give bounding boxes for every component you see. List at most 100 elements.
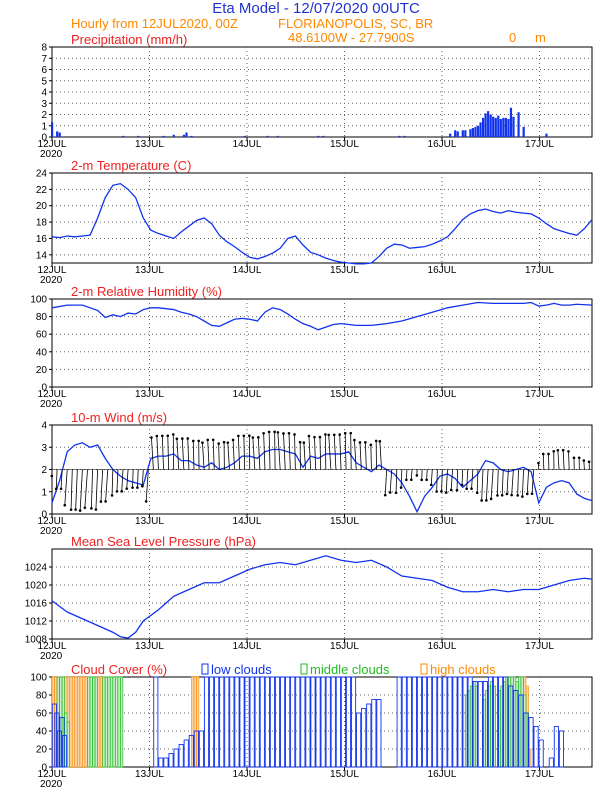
wind-arrow: [132, 469, 134, 488]
x-tick-label: 15JUL: [330, 139, 359, 150]
y-tick-label: 1016: [25, 599, 48, 610]
y-tick-label: 0: [41, 133, 47, 144]
mid-cloud-bar: [520, 676, 524, 768]
mid-cloud-bar: [467, 690, 471, 768]
high-cloud-bar: [61, 676, 65, 768]
low-cloud-bar: [198, 730, 204, 768]
high-cloud-bar: [82, 676, 86, 768]
low-cloud-bar: [310, 676, 316, 768]
y-tick-label: 40: [36, 347, 48, 358]
high-cloud-bar: [56, 676, 60, 768]
low-cloud-bar: [269, 676, 275, 768]
low-cloud-bar: [427, 676, 433, 768]
low-cloud-bar: [325, 676, 331, 768]
wind-arrowhead: [115, 490, 119, 493]
x-tick-label: 15JUL: [330, 641, 359, 652]
legend-label: middle clouds: [310, 662, 390, 677]
y-tick-label: 2: [41, 110, 47, 121]
low-cloud-bar: [305, 676, 311, 768]
low-cloud-bar: [467, 676, 473, 768]
low-cloud-bar: [437, 676, 443, 768]
wind-arrow: [121, 469, 124, 492]
wind-arrowhead: [293, 433, 296, 436]
precip-bar: [487, 111, 490, 137]
x-tick-label: 12JUL: [38, 641, 67, 652]
mid-cloud-bar: [505, 676, 509, 768]
y-tick-label: 18: [36, 218, 48, 229]
wind-arrow: [441, 469, 443, 492]
wind-arrowhead: [242, 434, 246, 438]
low-cloud-bar: [239, 676, 245, 768]
wind-arrowhead: [226, 441, 230, 444]
x-tick-label: 13JUL: [135, 641, 164, 652]
low-cloud-bar: [533, 726, 539, 768]
precip-bar: [509, 107, 513, 137]
wind-arrow: [445, 469, 448, 493]
y-tick-label: 0: [41, 763, 47, 774]
wind-arrowhead: [496, 494, 499, 497]
precip-bar: [497, 115, 500, 137]
wind-arrowhead: [327, 433, 331, 437]
high-cloud-bar: [102, 676, 106, 768]
y-tick-label: 1: [41, 487, 47, 498]
wind-arrowhead: [440, 490, 443, 493]
wind-series-line: [51, 442, 593, 514]
x-tick-label: 16JUL: [428, 641, 457, 652]
wind-arrowhead: [171, 433, 175, 436]
wind-arrowhead: [181, 437, 184, 440]
wind-arrowhead: [237, 434, 240, 438]
low-cloud-bar: [371, 699, 377, 768]
wind-arrowhead: [460, 483, 464, 487]
panel-title: 2-m Relative Humidity (%): [71, 284, 222, 299]
mid-cloud-bar: [120, 676, 124, 768]
y-tick-label: 1008: [25, 635, 48, 646]
wind-arrow: [64, 469, 68, 506]
wind-arrowhead: [530, 492, 534, 496]
low-cloud-bar: [340, 676, 346, 768]
precip-bar: [56, 131, 59, 137]
high-cloud-bar: [196, 676, 200, 768]
high-cloud-bar: [54, 676, 58, 768]
precip-bar: [403, 135, 406, 137]
model-title: Eta Model - 12/07/2020 00UTC: [212, 0, 420, 17]
wind-arrowhead: [556, 448, 560, 452]
location-coords: 48.6100W - 27.7900S: [288, 30, 415, 45]
year-label: 2020: [40, 779, 63, 790]
mid-cloud-bar: [507, 676, 512, 768]
precip-bar: [456, 131, 459, 137]
low-cloud-bar: [513, 690, 519, 768]
x-tick-label: 15JUL: [330, 516, 359, 527]
panel-title: 10-m Wind (m/s): [71, 410, 167, 425]
wind-arrow: [395, 469, 398, 493]
wind-arrowhead: [353, 438, 356, 442]
wind-arrow: [308, 436, 311, 470]
wind-arrowhead: [175, 437, 179, 441]
wind-arrow: [192, 440, 195, 470]
wind-arrowhead: [537, 461, 540, 465]
wind-arrow: [466, 469, 469, 489]
precip-bar: [484, 113, 487, 137]
wind-arrow: [557, 450, 560, 470]
low-cloud-bar: [492, 676, 499, 768]
wind-arrowhead: [262, 431, 265, 435]
legend-label: high clouds: [430, 662, 496, 677]
wind-arrowhead: [94, 508, 98, 511]
wind-arrowhead: [485, 499, 488, 502]
wind-arrow: [207, 439, 210, 470]
wind-arrowhead: [141, 484, 144, 488]
wind-arrowhead: [104, 500, 107, 503]
low-cloud-bar: [51, 703, 57, 768]
mid-cloud-bar: [518, 676, 522, 768]
wind-arrow: [339, 434, 342, 470]
y-tick-label: 3: [41, 443, 47, 454]
wind-arrow: [145, 469, 149, 502]
low-cloud-bar: [518, 694, 524, 768]
low-cloud-bar: [59, 717, 65, 768]
y-tick-label: 80: [36, 312, 48, 323]
wind-arrowhead: [99, 500, 103, 503]
wind-arrowhead: [364, 441, 367, 444]
wind-arrowhead: [186, 437, 190, 440]
y-tick-label: 20: [36, 365, 48, 376]
y-tick-label: 0: [41, 510, 47, 521]
wind-arrowhead: [425, 478, 428, 482]
